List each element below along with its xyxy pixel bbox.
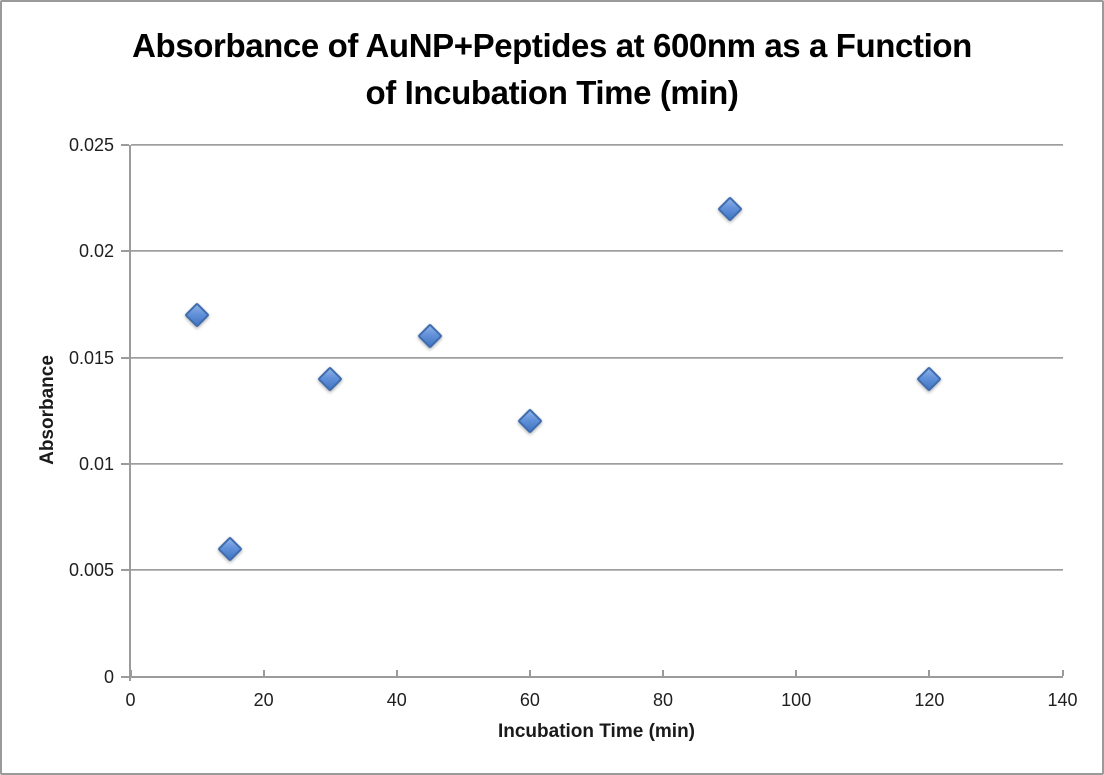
x-tick-label: 60 [519,690,540,710]
y-gridline [130,462,1063,465]
y-gridline [130,356,1063,359]
y-axis-tick [120,462,129,465]
data-point-marker [417,323,443,350]
x-tick-label: 20 [253,690,274,710]
x-axis-title: Incubation Time (min) [497,721,696,742]
x-axis-tick [262,669,265,676]
data-point-marker [517,408,543,435]
x-axis-tick [129,669,132,676]
y-gridline [130,250,1063,253]
chart-title: Absorbance of AuNP+Peptides at 600nm as … [2,22,1102,116]
y-tick-label: 0.005 [68,560,114,581]
y-axis-tick [120,250,129,253]
x-axis-tick [1061,669,1064,676]
x-tick-label: 100 [781,690,812,710]
y-gridline [130,569,1063,572]
data-point-marker [916,366,943,392]
x-tick-label: 40 [386,690,407,710]
x-tick-label: 80 [653,690,674,710]
y-axis-line [128,145,131,681]
y-tick-label: 0.015 [68,347,114,368]
chart-title-line-2: of Incubation Time (min) [365,74,739,111]
x-tick-label: 140 [1047,690,1078,710]
y-axis-tick [120,569,129,572]
y-tick-label: 0.01 [78,453,114,474]
y-gridline [130,144,1063,146]
data-point-marker [716,196,743,222]
data-point-marker [217,536,244,562]
y-axis-tick [120,144,129,146]
x-axis-line [128,675,1063,678]
x-axis-tick [795,669,798,676]
chart-title-line-1: Absorbance of AuNP+Peptides at 600nm as … [132,27,972,64]
x-tick-label: 120 [914,690,945,710]
x-axis-tick [662,669,665,676]
y-tick-label: 0 [103,666,114,687]
x-tick-label: 0 [125,690,136,710]
y-axis-tick [120,675,129,678]
data-point-marker [317,366,343,392]
data-point-marker [184,302,210,328]
x-axis-tick [395,669,398,676]
x-axis-tick [528,669,531,676]
y-tick-label: 0.02 [78,241,114,262]
y-axis-tick [120,356,129,359]
y-tick-label: 0.025 [68,135,114,155]
x-axis-tick [928,669,931,676]
